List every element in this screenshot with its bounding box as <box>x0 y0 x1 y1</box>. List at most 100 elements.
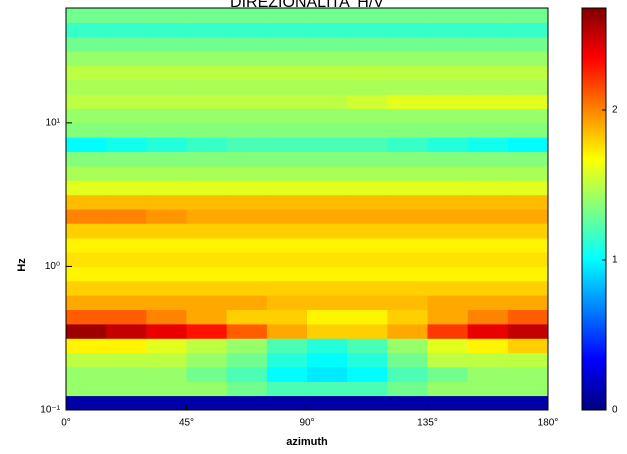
colorbar-swatch <box>582 56 606 59</box>
colorbar-swatch <box>582 64 606 67</box>
y-tick-label: 10⁻¹ <box>40 405 60 416</box>
heatmap-cell <box>347 22 388 38</box>
heatmap-cell <box>387 395 428 411</box>
heatmap-cell <box>387 94 428 109</box>
colorbar-swatch <box>582 54 606 57</box>
heatmap-cell <box>226 108 268 124</box>
colorbar-swatch <box>582 274 606 277</box>
heatmap-cell <box>387 65 428 81</box>
colorbar-swatch <box>582 234 606 237</box>
heatmap-cell <box>146 323 187 339</box>
colorbar-swatch <box>582 230 606 233</box>
heatmap-cell <box>347 65 388 81</box>
heatmap-cell <box>427 395 469 411</box>
heatmap-cell <box>347 237 388 253</box>
heatmap-cell <box>106 209 147 224</box>
colorbar-swatch <box>582 244 606 247</box>
heatmap-cell <box>226 266 268 282</box>
heatmap-cell <box>146 209 187 224</box>
colorbar-swatch <box>582 16 606 19</box>
heatmap-cell <box>467 137 509 153</box>
heatmap-cell <box>66 122 107 138</box>
heatmap-cell <box>467 366 509 382</box>
colorbar-swatch <box>582 196 606 199</box>
colorbar-swatch <box>582 282 606 285</box>
heatmap-cell <box>387 36 428 52</box>
colorbar-swatch <box>582 238 606 241</box>
heatmap-cell <box>307 65 348 81</box>
heatmap-cell <box>106 51 147 66</box>
heatmap-cell <box>226 122 268 138</box>
heatmap-cell <box>226 352 268 368</box>
heatmap-cell <box>347 79 388 95</box>
heatmap-cell <box>467 309 509 325</box>
heatmap-cell <box>427 180 469 196</box>
heatmap-cell <box>507 36 549 52</box>
y-tick-label: 10⁰ <box>45 261 60 272</box>
colorbar-swatch <box>582 144 606 147</box>
heatmap-cell <box>507 108 549 124</box>
heatmap-cell <box>467 209 509 224</box>
heatmap-cell <box>347 151 388 167</box>
colorbar-swatch <box>582 110 606 113</box>
heatmap-cell <box>186 79 228 95</box>
colorbar-swatch <box>582 38 606 41</box>
heatmap-cell <box>507 352 549 368</box>
heatmap-cell <box>507 309 549 325</box>
heatmap-cell <box>106 8 147 23</box>
heatmap-cell <box>106 295 147 311</box>
heatmap-cell <box>347 165 388 181</box>
heatmap-cell <box>146 338 187 354</box>
colorbar-swatch <box>582 242 606 245</box>
heatmap-cell <box>66 252 107 267</box>
heatmap-cell <box>106 395 147 411</box>
heatmap-cell <box>307 137 348 153</box>
heatmap-cell <box>66 280 107 296</box>
colorbar-swatch <box>582 232 606 235</box>
colorbar-swatch <box>582 62 606 65</box>
colorbar-swatch <box>582 224 606 227</box>
heatmap-cell <box>266 165 308 181</box>
x-tick-label: 180° <box>538 418 559 429</box>
heatmap-cell <box>387 194 428 210</box>
heatmap-cell <box>266 237 308 253</box>
colorbar-swatch <box>582 404 606 407</box>
heatmap-cell <box>146 194 187 210</box>
colorbar-swatch <box>582 28 606 31</box>
colorbar-swatch <box>582 158 606 161</box>
colorbar-swatch <box>582 214 606 217</box>
heatmap-cell <box>467 352 509 368</box>
colorbar-swatch <box>582 370 606 373</box>
heatmap-cell <box>106 338 147 354</box>
heatmap-cell <box>427 137 469 153</box>
heatmap-cell <box>427 122 469 138</box>
heatmap-cell <box>507 381 549 397</box>
heatmap-cell <box>186 366 228 382</box>
heatmap-cell <box>266 137 308 153</box>
colorbar-swatch <box>582 134 606 137</box>
heatmap-cell <box>347 194 388 210</box>
colorbar-swatch <box>582 32 606 35</box>
colorbar-swatch <box>582 306 606 309</box>
heatmap-cell <box>66 65 107 81</box>
colorbar-swatch <box>582 182 606 185</box>
colorbar-swatch <box>582 264 606 267</box>
colorbar-swatch <box>582 204 606 207</box>
colorbar-swatch <box>582 222 606 225</box>
heatmap-cell <box>226 309 268 325</box>
colorbar-swatch <box>582 148 606 151</box>
heatmap-cell <box>507 151 549 167</box>
heatmap-cell <box>307 395 348 411</box>
colorbar-swatch <box>582 372 606 375</box>
colorbar-swatch <box>582 166 606 169</box>
colorbar-swatch <box>582 336 606 339</box>
heatmap-cell <box>507 280 549 296</box>
heatmap-cell <box>186 223 228 239</box>
colorbar-swatch <box>582 348 606 351</box>
heatmap-cell <box>266 395 308 411</box>
colorbar-swatch <box>582 380 606 383</box>
heatmap-cell <box>507 194 549 210</box>
heatmap-cell <box>266 381 308 397</box>
heatmap-cell <box>307 108 348 124</box>
heatmap-cell <box>66 194 107 210</box>
